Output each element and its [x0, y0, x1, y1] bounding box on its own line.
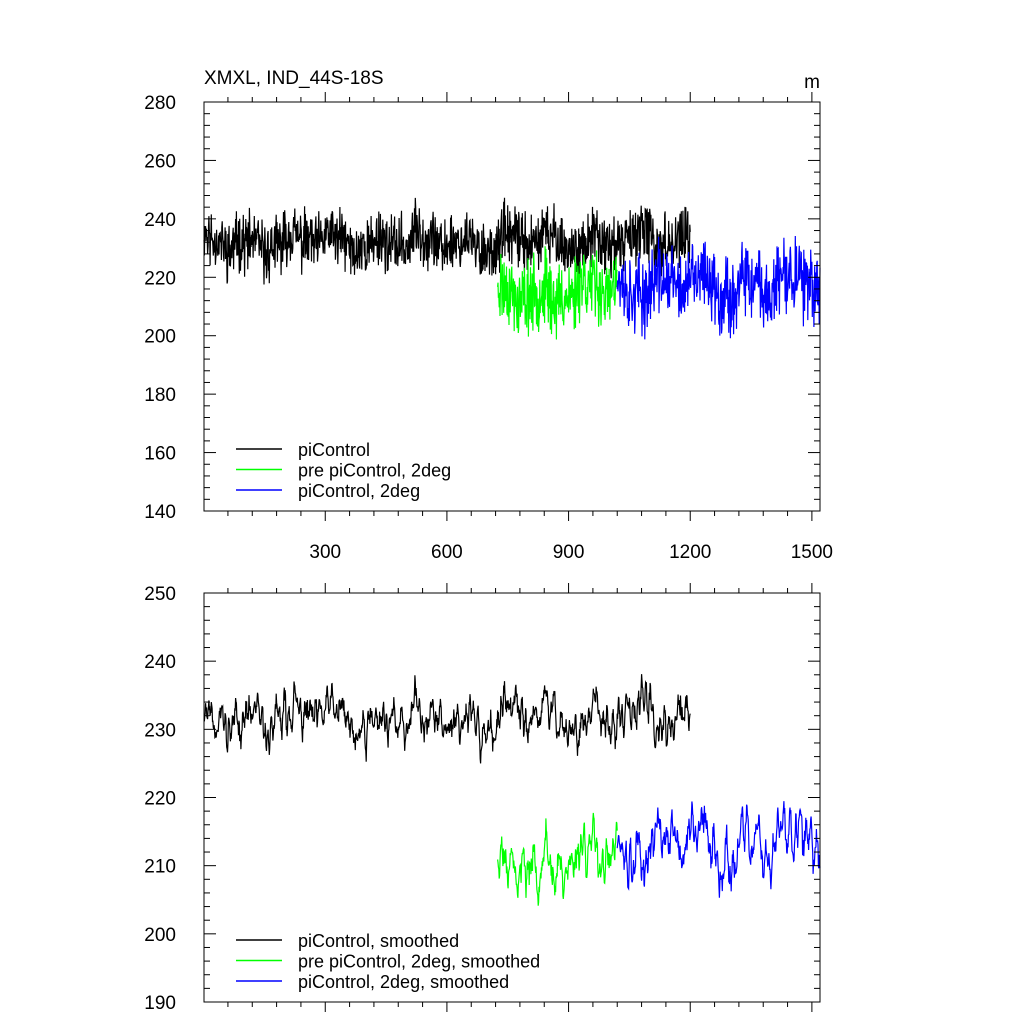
series-line-3 [616, 235, 821, 340]
top-chart-title: XMXL, IND_44S-18S [204, 68, 384, 89]
legend-label-3: piControl, 2deg [298, 481, 420, 501]
y-tick-label: 220 [144, 789, 176, 810]
y-tick-label: 180 [144, 385, 176, 406]
legend-label-3: piControl, 2deg, smoothed [298, 972, 509, 992]
y-tick-label: 240 [144, 210, 176, 231]
series-line-2 [497, 246, 618, 340]
top-axes-layer: 140 160 180 200 220 240 260 280 300 600 900 1200 150… [144, 92, 833, 563]
series-line-1 [203, 197, 691, 285]
series-line-3 [616, 801, 821, 898]
top-chart-units: m [804, 72, 820, 93]
top-panel: XMXL, IND_44S-18S m 140 160 180 200 220 240 26… [144, 68, 833, 563]
top-plot-frame [203, 101, 821, 512]
legend-label-1: piControl, smoothed [298, 931, 459, 951]
y-tick-label: 280 [144, 93, 176, 114]
series-line-2 [497, 812, 618, 906]
y-tick-label: 250 [144, 584, 176, 605]
top-series-layer [203, 197, 821, 340]
bottom-series-layer [203, 674, 821, 906]
y-tick-label: 260 [144, 151, 176, 172]
x-tick-label: 1500 [791, 542, 833, 563]
y-tick-label: 230 [144, 720, 176, 741]
x-tick-label: 300 [309, 542, 341, 563]
y-tick-label: 200 [144, 327, 176, 348]
legend-label-2: pre piControl, 2deg, smoothed [298, 952, 540, 972]
legend-label-1: piControl [298, 440, 370, 460]
x-tick-label: 1200 [669, 542, 711, 563]
y-tick-label: 160 [144, 444, 176, 465]
y-tick-label: 210 [144, 857, 176, 878]
y-tick-label: 140 [144, 502, 176, 523]
y-tick-label: 240 [144, 652, 176, 673]
series-line-1 [203, 674, 691, 764]
x-tick-label: 600 [431, 542, 463, 563]
x-tick-label: 900 [553, 542, 585, 563]
legend-label-2: pre piControl, 2deg [298, 461, 451, 481]
y-tick-label: 190 [144, 993, 176, 1014]
bottom-panel: 190 200 210 220 230 240 250 piControl, smoothe… [144, 583, 821, 1014]
y-tick-label: 220 [144, 268, 176, 289]
bottom-axes-layer: 190 200 210 220 230 240 250 [144, 583, 820, 1014]
y-tick-label: 200 [144, 925, 176, 946]
bottom-plot-frame [203, 592, 821, 1003]
